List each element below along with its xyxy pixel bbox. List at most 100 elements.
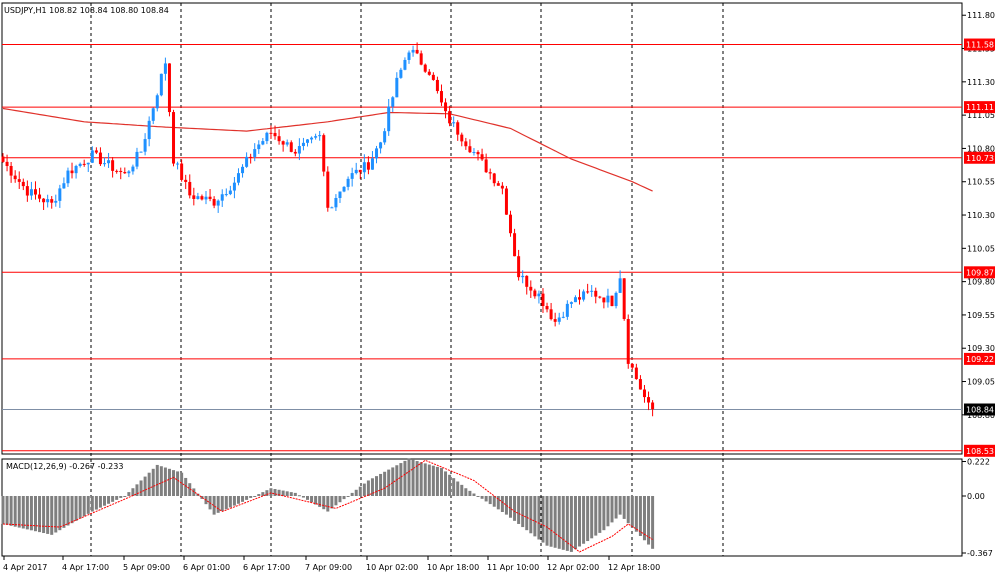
candle-body — [602, 297, 606, 303]
macd-histogram-bar — [139, 480, 143, 496]
macd-histogram-bar — [261, 492, 265, 496]
x-tick-label: 6 Apr 01:00 — [183, 563, 230, 572]
macd-histogram-bar — [533, 496, 537, 537]
macd-histogram-bar — [383, 471, 387, 496]
candle-body — [115, 170, 119, 172]
candle-body — [379, 142, 383, 149]
candle-body — [107, 160, 111, 164]
macd-histogram-bar — [448, 474, 452, 496]
macd-histogram-bar — [188, 483, 192, 496]
candle-body — [131, 166, 135, 172]
macd-histogram-bar — [167, 468, 171, 496]
candle-body — [427, 71, 431, 75]
candle-body — [537, 293, 541, 297]
x-tick-label: 11 Apr 10:00 — [487, 563, 539, 572]
candle-body — [586, 291, 590, 293]
macd-histogram-bar — [123, 496, 127, 497]
candle-body — [500, 185, 504, 189]
y-tick-label: 109.05 — [967, 378, 995, 387]
candle-body — [33, 189, 37, 195]
candle-body — [5, 161, 9, 166]
macd-histogram-bar — [103, 496, 106, 506]
x-tick-label: 10 Apr 18:00 — [427, 563, 479, 572]
macd-histogram-bar — [610, 496, 614, 523]
macd-histogram-bar — [90, 496, 94, 512]
candle-body — [484, 159, 488, 173]
macd-histogram-bar — [50, 496, 54, 535]
candle-body — [642, 389, 646, 398]
candle-body — [78, 163, 82, 166]
macd-histogram-bar — [1, 496, 5, 524]
macd-histogram-bar — [545, 496, 549, 546]
current-price-label-bg — [964, 403, 995, 416]
candle-body — [468, 146, 472, 153]
macd-histogram-bar — [573, 496, 577, 550]
macd-histogram-bar — [38, 496, 42, 533]
candle-body — [38, 194, 42, 199]
candle-body — [196, 196, 200, 199]
candle-body — [98, 152, 102, 165]
candle-body — [176, 163, 180, 165]
macd-histogram-bar — [98, 496, 102, 508]
candle-body — [346, 178, 350, 187]
candle-body — [13, 175, 17, 180]
candle-body — [456, 122, 460, 135]
macd-histogram-bar — [395, 465, 399, 496]
macd-histogram-bar — [269, 488, 273, 496]
candle-body — [301, 142, 305, 147]
candle-body — [362, 162, 366, 173]
macd-histogram-bar — [78, 496, 82, 519]
macd-histogram-bar — [476, 496, 480, 497]
candle-body — [318, 135, 322, 137]
candle-body — [614, 292, 618, 307]
candle-body — [273, 132, 277, 137]
macd-histogram-bar — [54, 496, 58, 533]
candle-body — [151, 108, 155, 121]
candle-body — [492, 173, 496, 184]
macd-histogram-bar — [111, 496, 115, 502]
candle-body — [135, 151, 139, 167]
candle-body — [74, 165, 78, 174]
candle-body — [578, 297, 582, 300]
macd-histogram-bar — [529, 496, 533, 534]
candle-body — [50, 199, 54, 203]
candle-body — [314, 136, 318, 138]
macd-histogram-bar — [163, 467, 167, 496]
level-label: 111.58 — [966, 41, 994, 50]
candle-body — [350, 173, 354, 179]
macd-histogram-bar — [176, 471, 180, 496]
candle-body — [541, 293, 545, 307]
candle-body — [407, 52, 411, 60]
macd-histogram-bar — [638, 496, 642, 536]
candle-body — [366, 162, 370, 170]
candle-body — [338, 191, 342, 198]
candle-body — [375, 148, 379, 159]
candle-body — [281, 141, 285, 145]
candle-body — [208, 196, 212, 199]
candle-body — [123, 172, 127, 174]
candle-body — [476, 152, 480, 155]
candle-body — [509, 214, 512, 234]
candle-body — [253, 149, 257, 157]
level-label-bg — [964, 151, 995, 164]
macd-histogram-bar — [310, 496, 314, 503]
macd-histogram-bar — [634, 496, 638, 532]
candle-body — [557, 317, 561, 322]
macd-histogram-bar — [74, 496, 78, 521]
candle-body — [444, 102, 448, 112]
macd-histogram-bar — [224, 496, 228, 510]
candle-body — [62, 183, 66, 189]
macd-histogram-bar — [143, 476, 147, 496]
macd-histogram-bar — [285, 491, 289, 496]
macd-histogram-bar — [277, 489, 281, 496]
x-tick-label: 10 Apr 02:00 — [366, 563, 418, 572]
macd-histogram-bar — [500, 496, 504, 512]
macd-histogram-bar — [403, 460, 407, 496]
macd-histogram-bar — [306, 496, 309, 500]
candle-body — [159, 73, 163, 96]
candle-body — [431, 74, 435, 80]
macd-histogram-bar — [228, 496, 232, 508]
candle-body — [330, 207, 334, 209]
